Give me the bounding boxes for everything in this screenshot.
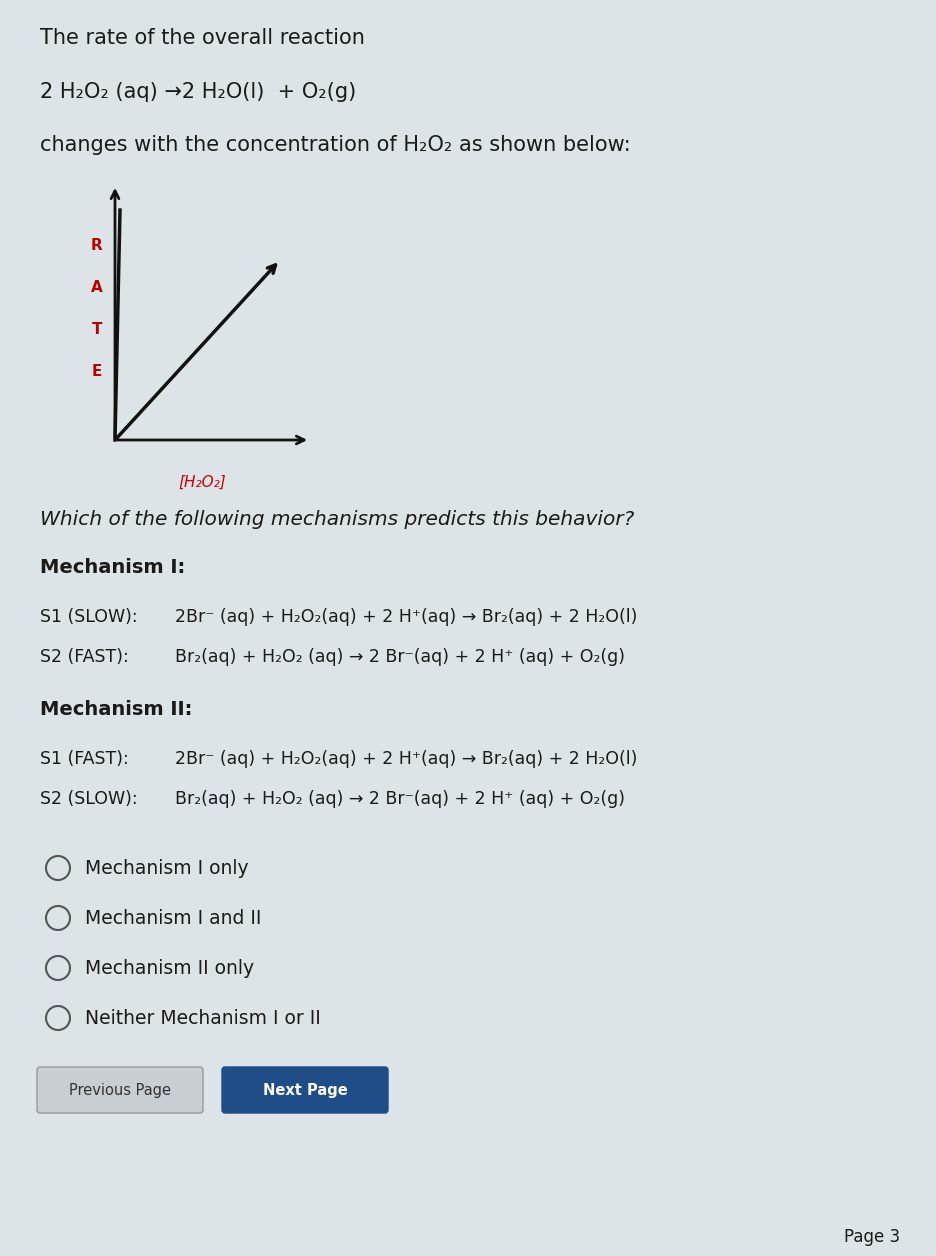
Text: 2 H₂O₂ (aq) →2 H₂O(l)  + O₂(g): 2 H₂O₂ (aq) →2 H₂O(l) + O₂(g) — [40, 82, 356, 102]
Text: changes with the concentration of H₂O₂ as shown below:: changes with the concentration of H₂O₂ a… — [40, 134, 630, 154]
Text: Mechanism I only: Mechanism I only — [85, 859, 248, 878]
Text: A: A — [91, 280, 103, 294]
Text: The rate of the overall reaction: The rate of the overall reaction — [40, 28, 364, 48]
Text: Page 3: Page 3 — [843, 1228, 899, 1246]
Text: Which of the following mechanisms predicts this behavior?: Which of the following mechanisms predic… — [40, 510, 634, 529]
Text: Br₂(aq) + H₂O₂ (aq) → 2 Br⁻(aq) + 2 H⁺ (aq) + O₂(g): Br₂(aq) + H₂O₂ (aq) → 2 Br⁻(aq) + 2 H⁺ (… — [175, 648, 624, 666]
Text: Br₂(aq) + H₂O₂ (aq) → 2 Br⁻(aq) + 2 H⁺ (aq) + O₂(g): Br₂(aq) + H₂O₂ (aq) → 2 Br⁻(aq) + 2 H⁺ (… — [175, 790, 624, 808]
Text: R: R — [91, 237, 103, 252]
Text: Next Page: Next Page — [262, 1083, 347, 1098]
Text: T: T — [92, 322, 102, 337]
Text: 2Br⁻ (aq) + H₂O₂(aq) + 2 H⁺(aq) → Br₂(aq) + 2 H₂O(l): 2Br⁻ (aq) + H₂O₂(aq) + 2 H⁺(aq) → Br₂(aq… — [175, 608, 636, 625]
Text: [H₂O₂]: [H₂O₂] — [178, 475, 226, 490]
Text: S1 (SLOW):: S1 (SLOW): — [40, 608, 138, 625]
Text: Mechanism I and II: Mechanism I and II — [85, 908, 261, 927]
Text: Mechanism II:: Mechanism II: — [40, 700, 192, 718]
Text: 2Br⁻ (aq) + H₂O₂(aq) + 2 H⁺(aq) → Br₂(aq) + 2 H₂O(l): 2Br⁻ (aq) + H₂O₂(aq) + 2 H⁺(aq) → Br₂(aq… — [175, 750, 636, 767]
Text: Previous Page: Previous Page — [69, 1083, 170, 1098]
Text: E: E — [92, 363, 102, 378]
FancyBboxPatch shape — [37, 1068, 203, 1113]
Text: Mechanism II only: Mechanism II only — [85, 958, 254, 977]
Text: S1 (FAST):: S1 (FAST): — [40, 750, 128, 767]
FancyBboxPatch shape — [222, 1068, 388, 1113]
Text: S2 (FAST):: S2 (FAST): — [40, 648, 128, 666]
Text: Mechanism I:: Mechanism I: — [40, 558, 185, 577]
Text: S2 (SLOW):: S2 (SLOW): — [40, 790, 138, 808]
Text: Neither Mechanism I or II: Neither Mechanism I or II — [85, 1009, 320, 1027]
